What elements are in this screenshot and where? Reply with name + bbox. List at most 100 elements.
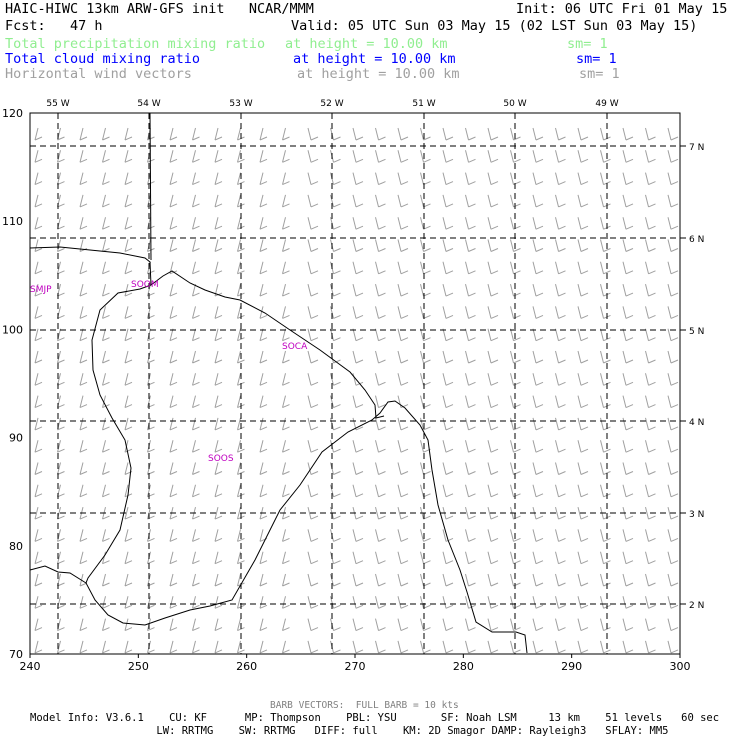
wind-barb [169, 328, 178, 342]
wind-barb [465, 440, 476, 453]
wind-barb [577, 306, 589, 319]
wind-barb [57, 217, 65, 230]
wind-barb [397, 373, 409, 386]
wind-barb [622, 172, 634, 186]
wind-barb [352, 529, 364, 542]
wind-barb [420, 127, 431, 141]
field-name-wind: Horizontal wind vectors [5, 66, 192, 82]
wind-barb [214, 640, 223, 654]
wind-barb [169, 194, 178, 208]
field-name-precip: Total precipitation mixing ratio [5, 36, 266, 52]
wind-barb [124, 239, 133, 252]
wind-barb [352, 328, 364, 342]
wind-barb [352, 551, 364, 565]
wind-barb [169, 596, 178, 609]
wind-barb [375, 283, 386, 297]
wind-barb [600, 194, 611, 208]
wind-barb [555, 551, 566, 565]
wind-barb [192, 127, 200, 141]
wind-barb [532, 306, 544, 319]
wind-barb [237, 350, 245, 364]
wind-barb [375, 261, 386, 275]
wind-barb [645, 239, 656, 252]
wind-barb [34, 551, 43, 565]
wind-barb [600, 373, 611, 386]
wind-barb [307, 395, 319, 409]
wind-barb [600, 462, 611, 475]
wind-barb [577, 217, 589, 230]
wind-barb [214, 194, 223, 208]
wind-barb [667, 150, 679, 163]
wind-barb [307, 440, 319, 453]
y-ticks: 120 110 100 90 80 70 [2, 107, 23, 661]
wind-barb [307, 373, 319, 386]
wind-barb [124, 395, 133, 409]
wind-barb [622, 395, 634, 409]
wind-barb [237, 640, 245, 654]
wind-barb [532, 640, 544, 654]
wind-barb [645, 350, 656, 364]
wind-barb [330, 373, 341, 386]
wind-barb [577, 506, 589, 520]
wind-barb [465, 261, 476, 275]
wind-barb [352, 618, 364, 632]
wind-barb [214, 306, 223, 319]
wind-barb [102, 150, 110, 163]
wind-barb [487, 395, 499, 409]
wind-barb [442, 283, 454, 297]
wind-barb [57, 261, 65, 275]
wind-barb [532, 618, 544, 632]
wind-barb [487, 239, 499, 252]
wind-barb [532, 596, 544, 609]
wind-barb [282, 261, 290, 275]
wind-barb [259, 551, 268, 565]
wind-barb [375, 417, 386, 431]
wind-barb [667, 127, 679, 141]
wind-barb [259, 573, 268, 587]
wind-barb [375, 596, 386, 609]
wind-barb [667, 328, 679, 342]
wind-barb [192, 462, 200, 475]
wind-barb [282, 462, 290, 475]
wind-barb [510, 150, 521, 163]
wind-barb [532, 462, 544, 475]
wind-barb [622, 373, 634, 386]
wind-barb [375, 150, 386, 163]
wind-barb [307, 328, 319, 342]
wind-barb [57, 239, 65, 252]
coastline [29, 246, 528, 654]
wind-barb [57, 395, 65, 409]
wind-barb [442, 217, 454, 230]
wind-barb [397, 573, 409, 587]
wind-barb [79, 283, 88, 297]
wind-barb [465, 596, 476, 609]
wind-barb [532, 217, 544, 230]
field-name-cloud: Total cloud mixing ratio [5, 51, 201, 67]
wind-barb [487, 217, 499, 230]
wind-barb [169, 484, 178, 498]
wind-barb [352, 172, 364, 186]
wind-barb [442, 484, 454, 498]
wind-barb [667, 283, 679, 297]
wind-barb [79, 328, 88, 342]
wind-barb [307, 261, 319, 275]
wind-barbs [34, 127, 679, 654]
wind-barb [667, 373, 679, 386]
wind-barb [192, 395, 200, 409]
wind-barb [102, 440, 110, 453]
wind-barb [282, 395, 290, 409]
station-label: SOCA [282, 342, 308, 352]
field-sm-precip: sm= 1 [567, 36, 608, 52]
wind-barb [375, 127, 386, 141]
wind-barb [192, 618, 200, 632]
plot-frame [29, 112, 681, 655]
wind-barb [645, 261, 656, 275]
wind-barb [645, 283, 656, 297]
wind-barb [487, 350, 499, 364]
wind-barb [214, 328, 223, 342]
wind-barb [352, 373, 364, 386]
wind-barb [577, 618, 589, 632]
wind-barb [124, 529, 133, 542]
wind-barb [352, 440, 364, 453]
header-valid: Valid: 05 UTC Sun 03 May 15 (02 LST Sun … [291, 18, 698, 34]
